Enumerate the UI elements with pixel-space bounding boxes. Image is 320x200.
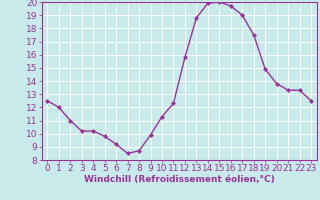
X-axis label: Windchill (Refroidissement éolien,°C): Windchill (Refroidissement éolien,°C) bbox=[84, 175, 275, 184]
